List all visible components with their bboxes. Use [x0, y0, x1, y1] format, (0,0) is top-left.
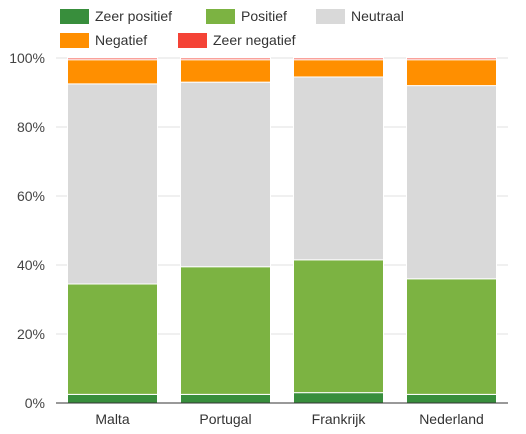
legend-item-negatief[interactable]: Negatief — [60, 32, 147, 48]
legend-label: Zeer positief — [95, 8, 173, 24]
bar-portugal-negatief[interactable] — [180, 59, 271, 83]
legend-label: Negatief — [95, 32, 148, 48]
legend-item-zeer-negatief[interactable]: Zeer negatief — [178, 32, 296, 48]
legend-item-positief[interactable]: Positief — [206, 8, 287, 24]
bar-nederland-negatief[interactable] — [406, 59, 497, 87]
bar-malta-zeer-positief[interactable] — [67, 393, 158, 404]
bar-frankrijk-negatief[interactable] — [293, 59, 384, 78]
bar-nederland-neutraal[interactable] — [406, 85, 497, 280]
legend-swatch — [178, 32, 207, 48]
bar-nederland-positief[interactable] — [406, 278, 497, 395]
bar-malta-negatief[interactable] — [67, 59, 158, 85]
y-tick-label: 20% — [17, 326, 45, 342]
y-tick-label: 40% — [17, 257, 45, 273]
y-tick-label: 80% — [17, 119, 45, 135]
bar-portugal-positief[interactable] — [180, 266, 271, 395]
x-tick-label: Nederland — [419, 411, 484, 427]
x-tick-label: Frankrijk — [312, 411, 367, 427]
legend-swatch — [60, 8, 89, 24]
bar-portugal-zeer-positief[interactable] — [180, 393, 271, 404]
bar-portugal-zeer-negatief[interactable] — [180, 57, 271, 61]
bar-malta-zeer-negatief[interactable] — [67, 57, 158, 61]
bar-frankrijk-zeer-negatief[interactable] — [293, 57, 384, 61]
bar-frankrijk-positief[interactable] — [293, 259, 384, 394]
bar-frankrijk-zeer-positief[interactable] — [293, 392, 384, 404]
legend-swatch — [316, 8, 345, 24]
bar-frankrijk-neutraal[interactable] — [293, 76, 384, 261]
legend-swatch — [206, 8, 235, 24]
bar-nederland-zeer-positief[interactable] — [406, 393, 497, 404]
y-tick-label: 60% — [17, 188, 45, 204]
bar-malta-neutraal[interactable] — [67, 83, 158, 285]
x-tick-label: Portugal — [199, 411, 251, 427]
y-tick-label: 0% — [25, 395, 45, 411]
bar-malta-positief[interactable] — [67, 283, 158, 395]
legend-item-zeer-positief[interactable]: Zeer positief — [60, 8, 172, 24]
legend-label: Neutraal — [351, 8, 404, 24]
bar-portugal-neutraal[interactable] — [180, 81, 271, 268]
y-tick-label: 100% — [9, 50, 45, 66]
legend-item-neutraal[interactable]: Neutraal — [316, 8, 404, 24]
legend-label: Zeer negatief — [213, 32, 296, 48]
x-tick-label: Malta — [95, 411, 129, 427]
legend-label: Positief — [241, 8, 287, 24]
bar-nederland-zeer-negatief[interactable] — [406, 57, 497, 61]
legend-swatch — [60, 32, 89, 48]
